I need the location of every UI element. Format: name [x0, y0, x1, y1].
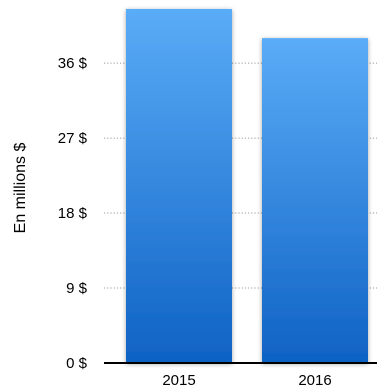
- y-tick-label: 9 $: [66, 280, 88, 297]
- y-tick-label: 0 $: [66, 355, 88, 372]
- x-tick-label: 2015: [162, 372, 195, 388]
- axes: 0 $ 9 $ 18 $ 27 $ 36 $ 2015 2016: [58, 55, 377, 388]
- bars: [126, 8, 368, 363]
- y-tick-label: 36 $: [58, 55, 88, 72]
- y-tick-label: 18 $: [58, 205, 88, 222]
- y-tick-label: 27 $: [58, 130, 88, 147]
- x-tick-label: 2016: [298, 372, 331, 388]
- y-axis-title: En millions $: [12, 143, 29, 234]
- bar-2015: [126, 8, 232, 363]
- bar-2016: [262, 38, 368, 363]
